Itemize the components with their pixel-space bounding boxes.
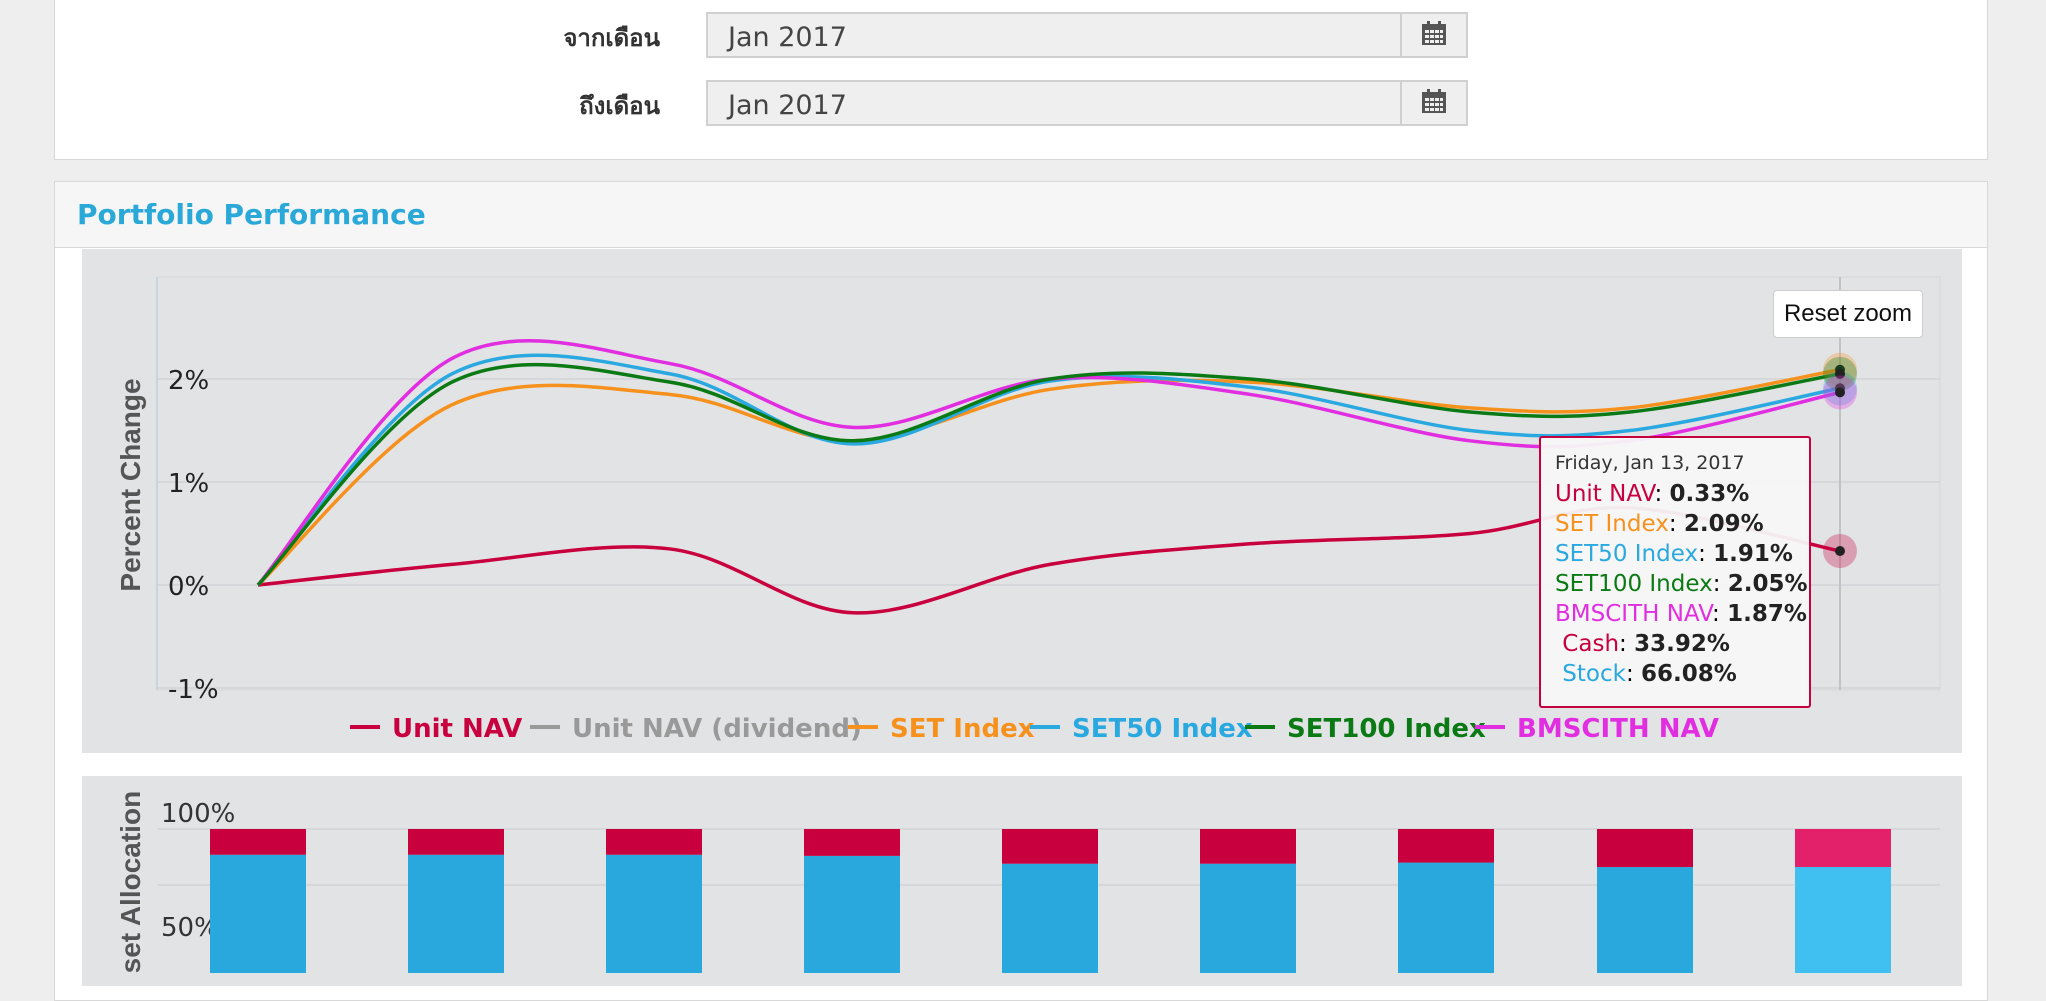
tooltip-separator: :	[1698, 541, 1714, 567]
tooltip-row: Cash: 33.92%	[1555, 629, 1809, 659]
from-month-label: จากเดือน	[563, 24, 660, 52]
tooltip-series-name: Unit NAV	[1555, 481, 1655, 507]
tooltip-series-value: 1.91%	[1713, 541, 1793, 567]
from-month-input[interactable]: Jan 2017	[706, 12, 1400, 58]
to-month-label: ถึงเดือน	[579, 92, 660, 120]
from-month-calendar-button[interactable]	[1400, 12, 1468, 58]
tooltip-series-value: 1.87%	[1727, 601, 1807, 627]
tooltip-series-value: 2.05%	[1727, 571, 1808, 597]
tooltip-series-name: SET100 Index	[1555, 571, 1713, 597]
tooltip-row: Unit NAV: 0.33%	[1555, 479, 1809, 509]
tooltip-date: Friday, Jan 13, 2017	[1555, 452, 1745, 474]
tooltip-row: SET100 Index: 2.05%	[1555, 569, 1809, 599]
tooltip-series-name: SET Index	[1555, 511, 1669, 537]
tooltip-series-value: 66.08%	[1641, 661, 1737, 687]
tooltip-row: Stock: 66.08%	[1555, 659, 1809, 689]
tooltip-series-value: 2.09%	[1683, 511, 1764, 537]
tooltip-separator: :	[1625, 661, 1642, 687]
panel-title: Portfolio Performance	[77, 198, 426, 231]
tooltip-series-name: Cash	[1555, 631, 1620, 657]
chart-tooltip: Friday, Jan 13, 2017 Unit NAV: 0.33% SET …	[1539, 436, 1811, 708]
tooltip-row: SET Index: 2.09%	[1555, 509, 1809, 539]
tooltip-series-name: SET50 Index	[1555, 541, 1699, 567]
tooltip-series-value: 0.33%	[1669, 481, 1750, 507]
panel-heading: Portfolio Performance	[55, 182, 1987, 248]
tooltip-separator: :	[1619, 631, 1635, 657]
calendar-icon	[1420, 87, 1448, 120]
tooltip-separator: :	[1712, 601, 1728, 627]
tooltip-separator: :	[1712, 571, 1728, 597]
tooltip-separator: :	[1668, 511, 1684, 537]
to-month-input[interactable]: Jan 2017	[706, 80, 1400, 126]
tooltip-series-name: BMSCITH NAV	[1555, 601, 1713, 627]
to-month-calendar-button[interactable]	[1400, 80, 1468, 126]
tooltip-series-value: 33.92%	[1634, 631, 1730, 657]
tooltip-row: SET50 Index: 1.91%	[1555, 539, 1809, 569]
calendar-icon	[1420, 19, 1448, 52]
reset-zoom-button[interactable]: Reset zoom	[1773, 290, 1923, 338]
tooltip-row: BMSCITH NAV: 1.87%	[1555, 599, 1809, 629]
tooltip-separator: :	[1654, 481, 1670, 507]
tooltip-series-name: Stock	[1555, 661, 1626, 687]
allocation-chart-area	[82, 776, 1962, 986]
